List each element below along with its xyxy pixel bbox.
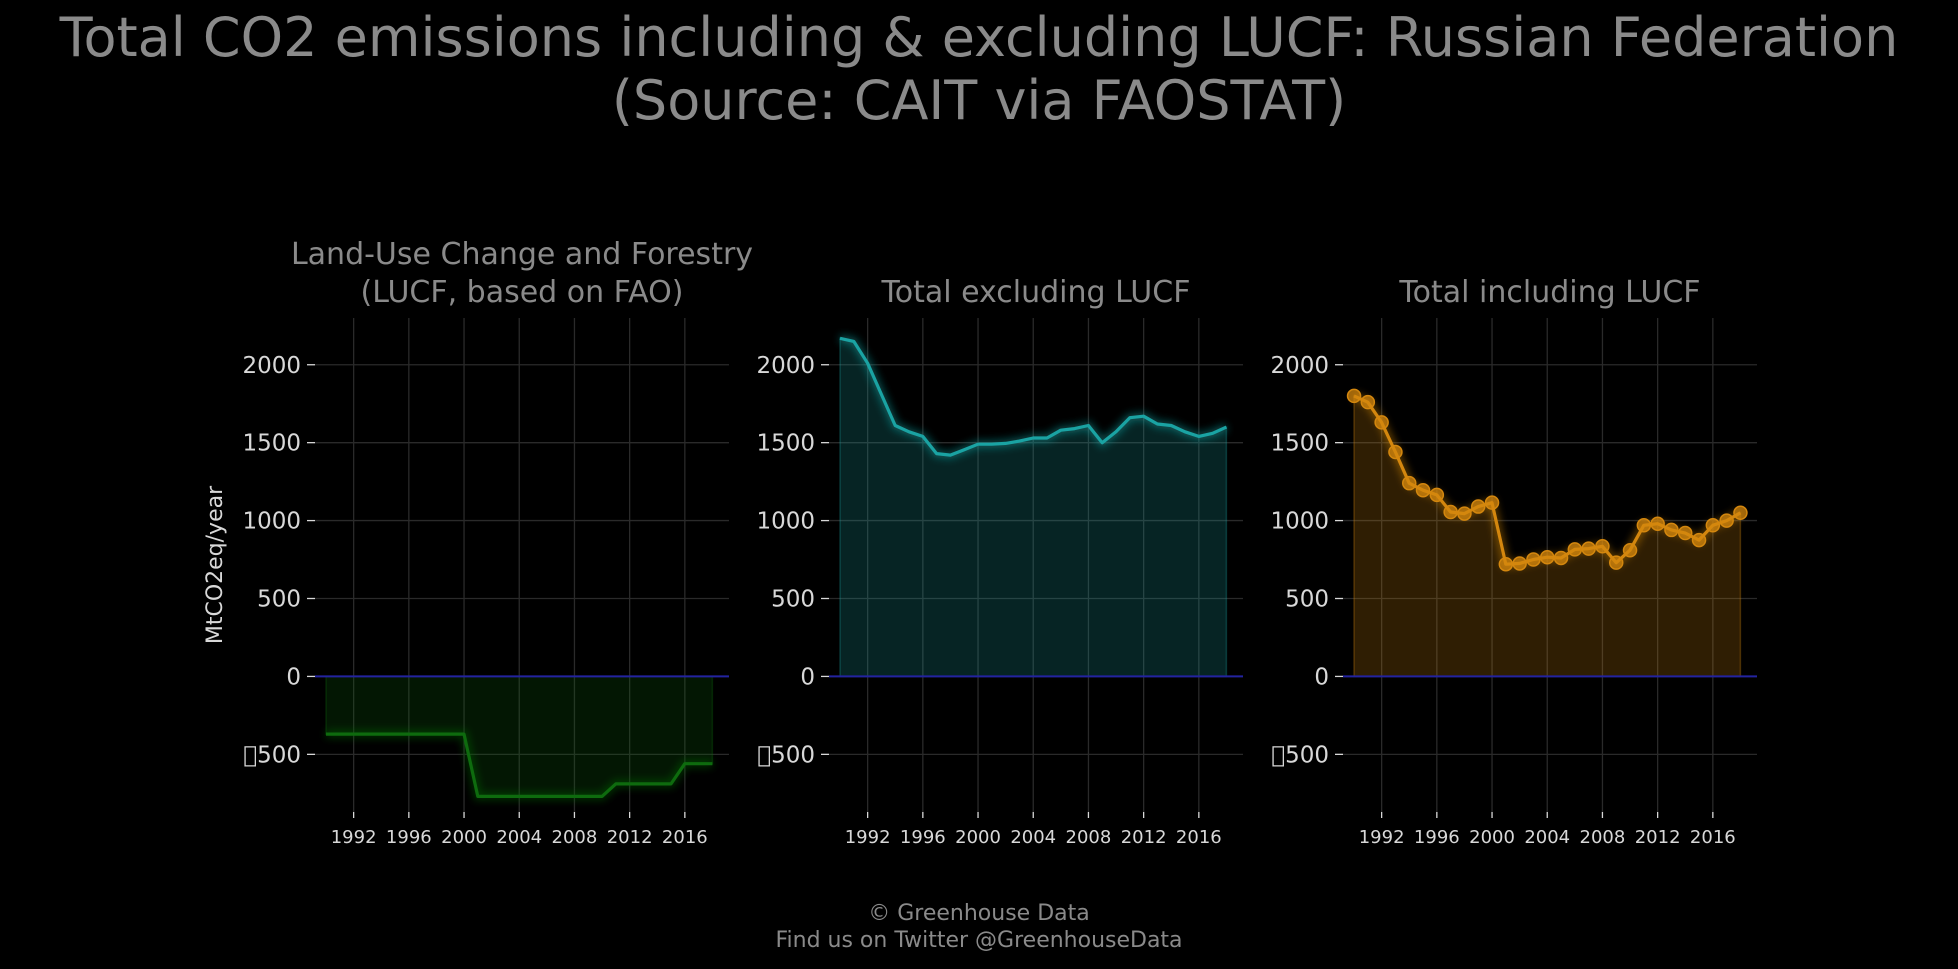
data-point — [1374, 415, 1389, 430]
data-point — [1512, 556, 1527, 571]
data-point — [1388, 444, 1403, 460]
x-tick-label: 1992 — [845, 827, 891, 848]
data-point — [1677, 525, 1693, 541]
panel-title-line: Total excluding LUCF — [881, 275, 1191, 310]
credit-line-1: © Greenhouse Data — [868, 901, 1090, 926]
data-point — [1664, 522, 1679, 538]
x-tick-label: 2012 — [1121, 827, 1167, 848]
data-point — [1622, 542, 1638, 558]
x-tick-label: 1992 — [1359, 827, 1405, 848]
chart-title: Total CO2 emissions including & excludin… — [0, 6, 1958, 132]
data-point — [1567, 542, 1583, 557]
y-tick-label: 500 — [257, 587, 301, 613]
data-point — [1719, 513, 1734, 528]
x-tick-label: 2012 — [1635, 827, 1681, 848]
x-tick-label: 2000 — [1469, 827, 1515, 848]
data-point — [1470, 499, 1486, 514]
y-tick-label: 2000 — [242, 353, 301, 379]
data-point — [1401, 475, 1417, 491]
y-tick-label: 1500 — [1270, 431, 1329, 457]
chart-title-line-2: (Source: CAIT via FAOSTAT) — [611, 69, 1347, 132]
panel-2: Total excluding LUCF 1992 1996 2000 2004 2008… — [756, 275, 1243, 848]
data-point — [1705, 518, 1721, 533]
y-tick-label:  500 — [243, 742, 301, 768]
x-tick-label: 2000 — [441, 827, 487, 848]
y-tick-label: 1500 — [756, 431, 815, 457]
y-tick-label: 500 — [1285, 587, 1329, 613]
data-point — [1595, 539, 1610, 554]
y-tick-label: 2000 — [1270, 353, 1329, 379]
data-point — [1691, 532, 1707, 548]
x-tick-label: 2016 — [1176, 827, 1222, 848]
x-tick-label: 2016 — [662, 827, 708, 848]
x-tick-label: 2004 — [1010, 827, 1056, 848]
y-tick-label: 500 — [771, 587, 815, 613]
y-tick-label: 0 — [286, 664, 301, 690]
data-point — [1360, 394, 1376, 410]
y-tick-label: 0 — [1314, 664, 1329, 690]
data-point — [1733, 505, 1748, 521]
data-point — [1636, 518, 1652, 533]
data-point — [1443, 504, 1458, 520]
data-point — [1484, 495, 1500, 510]
panel-1: Land-Use Change and Forestry(LUCF, based… — [203, 237, 753, 848]
data-point — [1526, 552, 1541, 567]
data-point — [1553, 550, 1569, 566]
data-point — [1539, 549, 1555, 565]
x-tick-label: 2000 — [955, 827, 1001, 848]
data-point — [1415, 482, 1431, 498]
y-tick-label:  500 — [757, 742, 815, 768]
x-tick-label: 2004 — [496, 827, 542, 848]
panel-title-line: Land-Use Change and Forestry — [291, 237, 753, 272]
x-tick-label: 2008 — [1066, 827, 1112, 848]
y-tick-label: 0 — [800, 664, 815, 690]
chart-title-line-1: Total CO2 emissions including & excludin… — [59, 6, 1899, 69]
y-tick-label: 2000 — [756, 353, 815, 379]
y-tick-label: 1000 — [1270, 509, 1329, 535]
panel-title-line: (LUCF, based on FAO) — [361, 275, 684, 310]
x-tick-label: 1996 — [1414, 827, 1460, 848]
data-point — [1457, 506, 1472, 521]
x-tick-label: 2004 — [1524, 827, 1570, 848]
series-line — [839, 336, 1228, 457]
data-point — [1498, 556, 1514, 572]
y-tick-label: 1000 — [242, 509, 301, 535]
x-tick-label: 1996 — [900, 827, 946, 848]
x-tick-label: 1996 — [386, 827, 432, 848]
credits: © Greenhouse Data Find us on Twitter @Gr… — [0, 900, 1958, 954]
data-point — [1346, 388, 1362, 404]
series-line — [326, 732, 713, 798]
data-point — [1608, 555, 1624, 570]
x-tick-label: 1992 — [331, 827, 377, 848]
data-point — [1429, 487, 1445, 503]
y-tick-label:  500 — [1271, 742, 1329, 768]
panel-title-line: Total including LUCF — [1398, 275, 1700, 310]
x-tick-label: 2016 — [1690, 827, 1736, 848]
y-tick-label: 1000 — [756, 509, 815, 535]
data-point — [1581, 541, 1596, 556]
x-tick-label: 2008 — [1580, 827, 1626, 848]
y-tick-label: 1500 — [242, 431, 301, 457]
y-axis-label: MtCO2eq/year — [203, 485, 228, 644]
x-tick-label: 2012 — [607, 827, 653, 848]
credit-line-2: Find us on Twitter @GreenhouseData — [775, 928, 1183, 953]
x-tick-label: 2008 — [552, 827, 598, 848]
data-point — [1650, 516, 1665, 531]
panel-3: Total including LUCF 1992 1996 2000 2004 2008… — [1270, 275, 1757, 848]
